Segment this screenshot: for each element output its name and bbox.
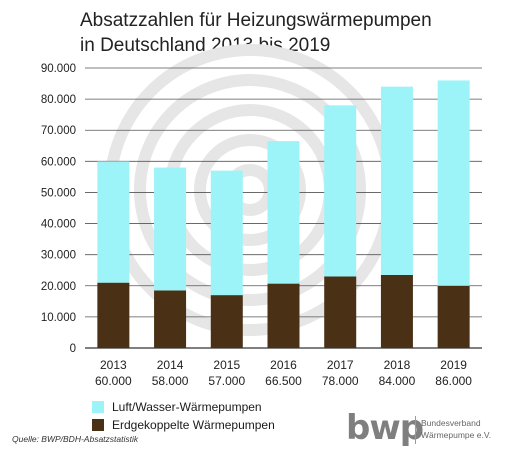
legend-swatch-luft-wasser bbox=[92, 401, 104, 413]
legend-swatch-erdgekoppelte bbox=[92, 419, 104, 431]
legend-label-luft-wasser: Luft/Wasser-Wärmepumpen bbox=[112, 400, 262, 414]
bar-segment-luft-wasser bbox=[210, 170, 243, 296]
y-tick-label: 40.000 bbox=[41, 219, 76, 231]
x-tick-label-year: 2019 bbox=[440, 358, 467, 372]
x-tick-label-year: 2015 bbox=[213, 358, 240, 372]
stacked-bar-chart: 0 10.000 20.000 30.000 40.000 50.000 60.000 70.… bbox=[41, 44, 482, 388]
bar-segment-erdgekoppelte bbox=[324, 276, 357, 348]
bar-segment-erdgekoppelte bbox=[154, 290, 187, 348]
bar-segment-luft-wasser bbox=[380, 86, 413, 275]
bar-segment-erdgekoppelte bbox=[267, 283, 300, 348]
total-value-label: 84.000 bbox=[379, 374, 416, 388]
y-tick-label: 10.000 bbox=[41, 312, 76, 324]
source-note: Quelle: BWP/BDH-Absatzstatistik bbox=[12, 434, 139, 444]
bar-segment-luft-wasser bbox=[267, 141, 300, 284]
bar-segment-erdgekoppelte bbox=[437, 285, 470, 348]
total-value-label: 58.000 bbox=[152, 374, 189, 388]
y-axis-tick-labels: 0 10.000 20.000 30.000 40.000 50.000 60.000 70.… bbox=[41, 63, 76, 355]
bar-segment-luft-wasser bbox=[154, 167, 187, 291]
legend-label-erdgekoppelte: Erdgekoppelte Wärmepumpen bbox=[112, 418, 275, 432]
logo-divider bbox=[415, 416, 416, 444]
total-value-label: 66.500 bbox=[265, 374, 302, 388]
bar-segment-erdgekoppelte bbox=[380, 274, 413, 348]
y-tick-label: 80.000 bbox=[41, 94, 76, 106]
chart-title-line-1: Absatzzahlen für Heizungswärmepumpen bbox=[80, 10, 432, 31]
y-tick-label: 90.000 bbox=[41, 63, 76, 75]
logo-text-line-1: Bundesverband bbox=[421, 418, 481, 428]
x-tick-label-year: 2016 bbox=[270, 358, 297, 372]
legend-item-erdgekoppelte: Erdgekoppelte Wärmepumpen bbox=[92, 416, 275, 434]
bar-segment-luft-wasser bbox=[97, 161, 130, 283]
y-tick-label: 20.000 bbox=[41, 281, 76, 293]
y-tick-label: 50.000 bbox=[41, 187, 76, 199]
x-tick-label-year: 2017 bbox=[327, 358, 354, 372]
total-value-label: 57.000 bbox=[208, 374, 245, 388]
total-value-label: 60.000 bbox=[95, 374, 132, 388]
legend-item-luft-wasser: Luft/Wasser-Wärmepumpen bbox=[92, 398, 275, 416]
y-tick-label: 60.000 bbox=[41, 156, 76, 168]
legend: Luft/Wasser-Wärmepumpen Erdgekoppelte Wä… bbox=[92, 398, 275, 434]
logo-text-line-2: Wärmepumpe e.V. bbox=[421, 430, 492, 440]
y-tick-label: 30.000 bbox=[41, 250, 76, 262]
y-tick-label: 70.000 bbox=[41, 125, 76, 137]
bar-segment-luft-wasser bbox=[437, 80, 470, 286]
x-tick-label-year: 2018 bbox=[384, 358, 411, 372]
total-value-label: 78.000 bbox=[322, 374, 359, 388]
x-tick-label-year: 2013 bbox=[100, 358, 127, 372]
bwp-logo-mark: bwp bbox=[346, 408, 424, 448]
y-tick-label: 0 bbox=[70, 343, 76, 355]
bars bbox=[97, 80, 470, 348]
bar-segment-luft-wasser bbox=[324, 105, 357, 277]
x-tick-label-year: 2014 bbox=[157, 358, 184, 372]
x-axis-tick-labels: 2013 60.000 2014 58.000 2015 57.000 2016 66.500… bbox=[95, 358, 472, 388]
total-value-label: 86.000 bbox=[435, 374, 472, 388]
bar-segment-erdgekoppelte bbox=[97, 282, 130, 348]
bwp-logo-text: Bundesverband Wärmepumpe e.V. bbox=[421, 417, 521, 441]
bar-segment-erdgekoppelte bbox=[210, 295, 243, 348]
